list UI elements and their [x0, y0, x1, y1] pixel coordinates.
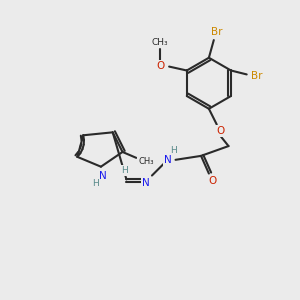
Text: H: H	[170, 146, 177, 155]
Text: N: N	[164, 155, 172, 165]
Text: O: O	[217, 126, 225, 136]
Text: Br: Br	[251, 71, 262, 81]
Text: CH₃: CH₃	[138, 157, 154, 166]
Text: H: H	[92, 179, 98, 188]
Text: H: H	[121, 166, 128, 175]
Text: O: O	[209, 176, 217, 186]
Text: Br: Br	[211, 27, 223, 37]
Text: O: O	[156, 61, 164, 70]
Text: N: N	[99, 172, 107, 182]
Text: N: N	[142, 178, 150, 188]
Text: CH₃: CH₃	[152, 38, 169, 46]
